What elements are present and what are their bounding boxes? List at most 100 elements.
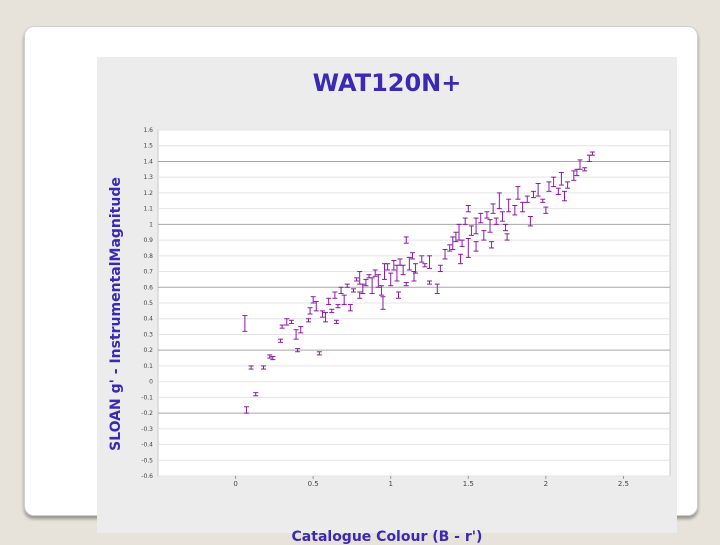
data-point <box>442 249 448 260</box>
data-point <box>293 329 299 340</box>
data-point <box>298 326 304 334</box>
data-point <box>437 264 443 273</box>
x-tick-label: 2.5 <box>618 480 629 488</box>
data-point <box>243 406 249 414</box>
data-point <box>450 236 456 251</box>
y-tick-label: 1.4 <box>143 158 153 165</box>
data-point <box>478 212 484 224</box>
data-point <box>434 283 440 295</box>
data-point <box>490 203 496 214</box>
data-point <box>427 280 433 285</box>
chart-figure: WAT120N+ SLOAN g' - InstrumentalMagnitud… <box>97 57 677 545</box>
data-point <box>406 256 412 271</box>
chart-title: WAT120N+ <box>312 69 462 97</box>
data-point <box>496 192 502 210</box>
y-tick-label: 0.5 <box>143 300 153 307</box>
data-point <box>465 204 471 213</box>
y-tick-label: 1.5 <box>143 143 153 150</box>
x-axis-label: Catalogue Colour (B - r') <box>291 529 483 545</box>
data-point <box>278 338 284 343</box>
data-point <box>335 304 341 309</box>
slide-frame: WAT120N+ SLOAN g' - InstrumentalMagnitud… <box>24 26 698 545</box>
y-tick-label: 0.4 <box>143 316 153 323</box>
data-point <box>515 186 521 200</box>
data-point <box>326 297 332 306</box>
data-point <box>319 310 325 318</box>
data-point <box>409 252 415 260</box>
data-point <box>524 195 530 203</box>
y-tick-label: 1 <box>149 221 153 228</box>
y-tick-label: 0.6 <box>143 284 153 291</box>
data-point <box>385 263 391 271</box>
data-point <box>305 318 311 323</box>
data-point <box>551 176 557 188</box>
data-point <box>503 223 509 232</box>
scatter-plot: 1.6 1.5 1.4 1.3 1.2 1.1 1 0.9 0.8 0.7 0.6 0.5 0.4 0.3… <box>141 127 671 488</box>
data-point <box>333 319 339 324</box>
y-tick-label: 1.2 <box>143 190 153 197</box>
y-tick-label: -0.2 <box>141 410 153 417</box>
data-point <box>279 324 285 329</box>
y-tick-label: 1.6 <box>143 127 153 134</box>
data-point <box>520 201 526 213</box>
data-point <box>555 187 561 195</box>
data-point <box>462 217 468 225</box>
data-point <box>363 278 369 287</box>
data-point <box>400 264 406 276</box>
data-point <box>357 291 363 299</box>
data-point <box>344 283 350 288</box>
data-point <box>473 217 479 235</box>
data-point <box>530 190 536 199</box>
y-tick-label: 0.9 <box>143 237 153 244</box>
data-point <box>372 269 378 277</box>
data-point <box>403 282 409 287</box>
data-point <box>504 233 510 241</box>
data-point <box>543 206 549 214</box>
y-tick-label: -0.3 <box>141 426 153 433</box>
data-point <box>493 217 499 225</box>
data-point <box>338 286 344 295</box>
x-tick-label: 1.5 <box>463 480 474 488</box>
data-point <box>453 231 459 243</box>
data-point <box>484 211 490 219</box>
y-tick-label: 0.1 <box>143 363 153 370</box>
data-point <box>571 170 577 181</box>
data-point <box>506 198 512 213</box>
data-point <box>388 272 394 287</box>
data-point <box>288 319 294 324</box>
data-point <box>481 230 487 241</box>
data-point <box>332 291 338 299</box>
data-point <box>546 181 552 192</box>
data-point <box>577 159 583 170</box>
y-tick-label: -0.1 <box>141 394 153 401</box>
data-point <box>558 171 564 186</box>
data-point <box>253 392 259 397</box>
data-point <box>354 277 360 282</box>
data-point <box>565 181 571 189</box>
y-tick-label: -0.4 <box>141 442 153 449</box>
data-point <box>375 274 381 288</box>
data-point <box>329 308 335 313</box>
x-tick-label: 1 <box>388 480 392 488</box>
y-tick-label: 1.3 <box>143 174 153 181</box>
data-point <box>419 255 425 263</box>
data-point <box>313 300 319 312</box>
y-tick-label: 0 <box>149 379 153 386</box>
data-point <box>350 288 356 293</box>
data-point <box>473 241 479 252</box>
data-point <box>411 271 417 282</box>
data-point <box>535 182 541 197</box>
y-tick-label: -0.6 <box>141 473 153 480</box>
data-point <box>422 263 428 268</box>
data-point <box>270 355 276 361</box>
data-point <box>380 296 386 310</box>
y-tick-label: 0.2 <box>143 347 153 354</box>
y-tick-label: 0.7 <box>143 269 153 276</box>
data-point <box>459 239 465 247</box>
data-point <box>465 238 471 258</box>
y-tick-label: -0.5 <box>141 457 153 464</box>
data-point <box>458 253 464 265</box>
data-point <box>395 291 401 299</box>
data-point <box>427 255 433 269</box>
data-point <box>284 318 290 326</box>
